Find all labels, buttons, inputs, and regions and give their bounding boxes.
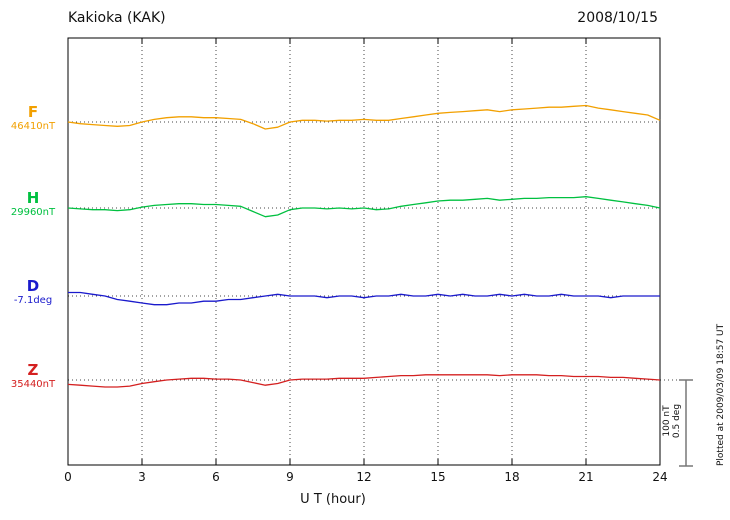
x-tick-15: 15: [430, 470, 446, 484]
x-tick-24: 24: [652, 470, 668, 484]
trace-name-F: F: [27, 103, 39, 121]
x-axis-label: U T (hour): [300, 492, 366, 507]
plot-frame: [67, 37, 661, 466]
station-title: Kakioka (KAK): [68, 10, 166, 26]
amplitude-scale-bar: [679, 379, 693, 467]
trace-baseline-F: 46410nT: [10, 120, 56, 132]
x-tick-21: 21: [578, 470, 594, 484]
plot-date: 2008/10/15: [577, 10, 658, 26]
x-tick-18: 18: [504, 470, 520, 484]
scale-bar-label: 100 nT 0.5 deg: [662, 378, 683, 464]
trace-baseline-Z: 35440nT: [10, 378, 56, 390]
trace-name-D: D: [26, 277, 40, 295]
trace-name-H: H: [26, 189, 40, 207]
x-tick-6: 6: [212, 470, 220, 484]
x-tick-12: 12: [356, 470, 372, 484]
x-tick-3: 3: [138, 470, 146, 484]
plotted-at-note: Plotted at 2009/03/09 18:57 UT: [716, 323, 726, 466]
x-tick-9: 9: [286, 470, 294, 484]
trace-label-F: F 46410nT: [2, 104, 64, 132]
trace-baseline-D: -7.1deg: [13, 294, 53, 306]
trace-label-D: D -7.1deg: [2, 278, 64, 306]
x-tick-0: 0: [64, 470, 72, 484]
data-traces: [67, 104, 661, 388]
scale-bar-label-deg: 0.5 deg: [672, 403, 683, 439]
grid-lines: [141, 38, 587, 465]
trace-baseline-H: 29960nT: [10, 206, 56, 218]
trace-label-Z: Z 35440nT: [2, 362, 64, 390]
trace-name-Z: Z: [27, 361, 39, 379]
scale-bar-label-nt: 100 nT: [662, 405, 672, 437]
baseline-dotted-lines: [68, 121, 686, 381]
trace-label-H: H 29960nT: [2, 190, 64, 218]
